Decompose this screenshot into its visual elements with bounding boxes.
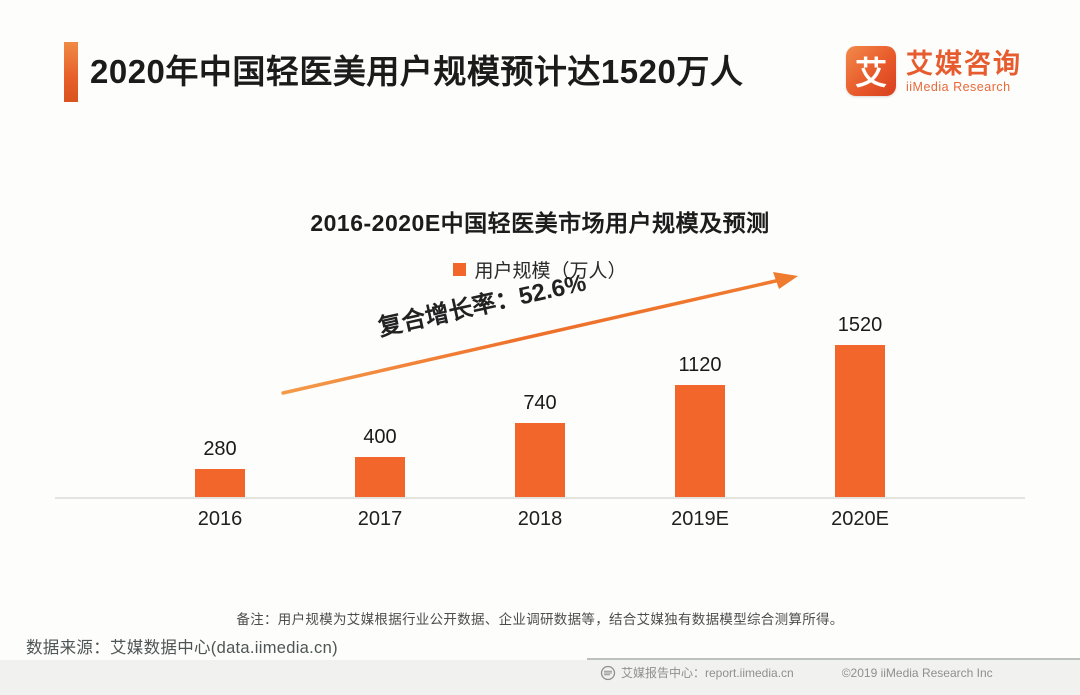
data-label: 400	[363, 426, 397, 448]
title-accent-bar	[64, 42, 78, 102]
bar-col-2018: 740	[460, 288, 620, 497]
data-label: 1520	[837, 314, 883, 336]
copyright: ©2019 iiMedia Research Inc	[841, 665, 993, 680]
footer-divider	[587, 658, 1080, 660]
x-tick-2020e: 2020E	[831, 508, 889, 530]
remark-note: 备注：用户规模为艾媒根据行业公开数据、企业调研数据等，结合艾媒独有数据模型综合测…	[236, 612, 844, 627]
x-tick-2018: 2018	[517, 508, 563, 530]
footer-strip	[0, 660, 1080, 695]
growth-trend-arrow-icon	[281, 272, 798, 395]
legend-label: 用户规模（万人）	[474, 261, 627, 282]
report-center-link[interactable]: 艾媒报告中心：report.iimedia.cn	[621, 666, 794, 680]
iimedia-logo-icon: 艾	[846, 46, 896, 96]
bar-2019e	[675, 385, 725, 497]
data-label: 740	[523, 392, 557, 414]
logo-name-en: iiMedia Research	[906, 80, 1011, 94]
x-tick-2016: 2016	[197, 508, 243, 530]
footer: 艾媒报告中心：report.iimedia.cn ©2019 iiMedia R…	[600, 664, 1070, 681]
bar-col-2016: 280	[140, 288, 300, 497]
report-center-icon	[600, 665, 616, 680]
logo-name-cn: 艾媒咨询	[906, 49, 1022, 79]
x-axis-line	[55, 497, 1025, 499]
bar-2017	[355, 457, 405, 497]
page-title: 2020年中国轻医美用户规模预计达1520万人	[90, 53, 744, 90]
bar-2016	[195, 469, 245, 497]
chart-legend: 用户规模（万人）	[0, 256, 1080, 283]
bar-col-2017: 400	[300, 288, 460, 497]
bar-col-2019e: 1120	[620, 288, 780, 497]
legend-swatch-icon	[453, 263, 467, 276]
bar-col-2020e: 1520	[780, 288, 940, 497]
x-axis-labels: 2016 2017 2018 2019E 2020E	[140, 508, 940, 531]
x-tick-2019e: 2019E	[671, 508, 729, 530]
header: 2020年中国轻医美用户规模预计达1520万人 艾 艾媒咨询 iiMedia R…	[0, 40, 1080, 104]
bar-2020e	[835, 345, 885, 497]
data-label: 280	[203, 438, 237, 460]
logo-text: 艾媒咨询 iiMedia Research	[906, 46, 1022, 94]
chart-title: 2016-2020E中国轻医美市场用户规模及预测	[310, 210, 770, 236]
iimedia-logo: 艾 艾媒咨询 iiMedia Research	[846, 46, 1022, 96]
x-tick-2017: 2017	[357, 508, 403, 530]
bar-series: 280 400 740 1120 1520	[140, 288, 940, 497]
bar-2018	[515, 423, 565, 497]
data-label: 1120	[678, 354, 722, 376]
